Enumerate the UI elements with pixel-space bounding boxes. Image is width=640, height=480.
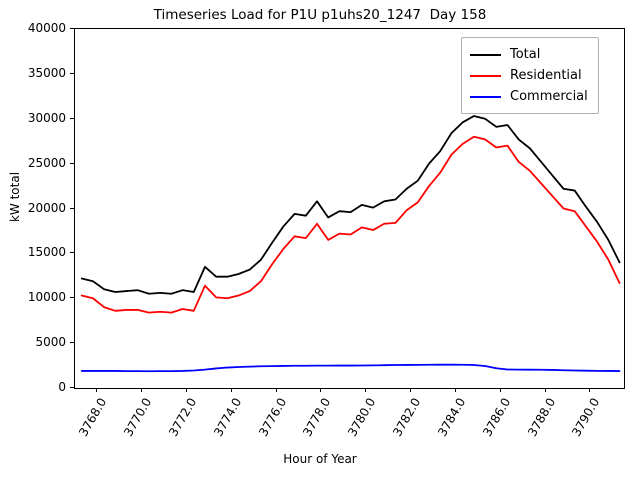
- x-tick-label: 3770.0: [121, 395, 155, 439]
- x-tick-label: 3768.0: [76, 395, 110, 439]
- x-tick-label: 3788.0: [524, 395, 558, 439]
- series-line-residential: [80, 135, 621, 314]
- x-tick-label: 3784.0: [435, 395, 469, 439]
- y-tick-mark: [70, 387, 74, 388]
- y-tick-label: 10000: [27, 290, 66, 305]
- y-tick-mark: [70, 117, 74, 119]
- legend-item-commercial[interactable]: Commercial: [470, 86, 588, 107]
- y-tick-label: 5000: [35, 335, 66, 350]
- legend-label: Total: [510, 47, 541, 62]
- y-axis-tick-labels: 0 5000 10000 15000 20000 25000 30000 35000 40000: [0, 0, 66, 480]
- series-line-commercial: [80, 363, 621, 373]
- x-tick-mark: [499, 388, 501, 392]
- x-tick-mark: [230, 388, 232, 392]
- x-tick-mark: [96, 388, 98, 392]
- legend-item-residential[interactable]: Residential: [470, 65, 588, 86]
- chart-title: Timeseries Load for P1U p1uhs20_1247 Day…: [153, 7, 487, 23]
- x-tick-mark: [365, 388, 367, 392]
- legend-label: Commercial: [510, 89, 588, 104]
- x-tick-mark: [186, 388, 188, 392]
- y-tick-label: 25000: [27, 155, 66, 170]
- chart-legend: Total Residential Commercial: [461, 37, 599, 114]
- x-tick-label: 3774.0: [210, 395, 245, 439]
- x-tick-label: 3782.0: [390, 395, 424, 439]
- y-tick-mark: [70, 342, 74, 344]
- plot-lines: [80, 115, 621, 373]
- y-tick-mark: [70, 252, 74, 254]
- legend-swatch-icon: [470, 95, 501, 98]
- x-tick-label: 3778.0: [300, 395, 334, 439]
- legend-item-total[interactable]: Total: [470, 44, 588, 65]
- x-tick-label: 3790.0: [569, 395, 603, 439]
- series-line-total: [80, 115, 621, 295]
- y-tick-mark: [70, 72, 74, 74]
- y-tick-label: 15000: [27, 245, 66, 260]
- legend-label: Residential: [510, 68, 582, 83]
- x-tick-mark: [320, 388, 322, 392]
- x-tick-mark: [589, 388, 591, 392]
- legend-swatch-icon: [470, 74, 501, 77]
- x-tick-label: 3780.0: [345, 395, 379, 439]
- y-tick-label: 20000: [27, 200, 66, 215]
- x-tick-mark: [454, 388, 456, 392]
- y-tick-mark: [70, 297, 74, 299]
- x-tick-mark: [275, 388, 277, 392]
- y-tick-label: 30000: [27, 110, 66, 125]
- y-tick-mark: [70, 28, 74, 29]
- x-tick-mark: [410, 388, 412, 392]
- x-tick-mark: [544, 388, 546, 392]
- x-tick-mark: [141, 388, 143, 392]
- y-tick-mark: [70, 207, 74, 209]
- y-tick-label: 0: [58, 380, 66, 394]
- x-tick-label: 3772.0: [166, 395, 200, 439]
- y-tick-label: 35000: [27, 65, 66, 80]
- y-tick-mark: [70, 162, 74, 164]
- y-tick-label: 40000: [27, 21, 66, 35]
- x-axis-label: Hour of Year: [283, 452, 357, 466]
- legend-swatch-icon: [470, 53, 501, 56]
- x-tick-label: 3776.0: [255, 395, 289, 439]
- x-tick-label: 3786.0: [479, 395, 514, 439]
